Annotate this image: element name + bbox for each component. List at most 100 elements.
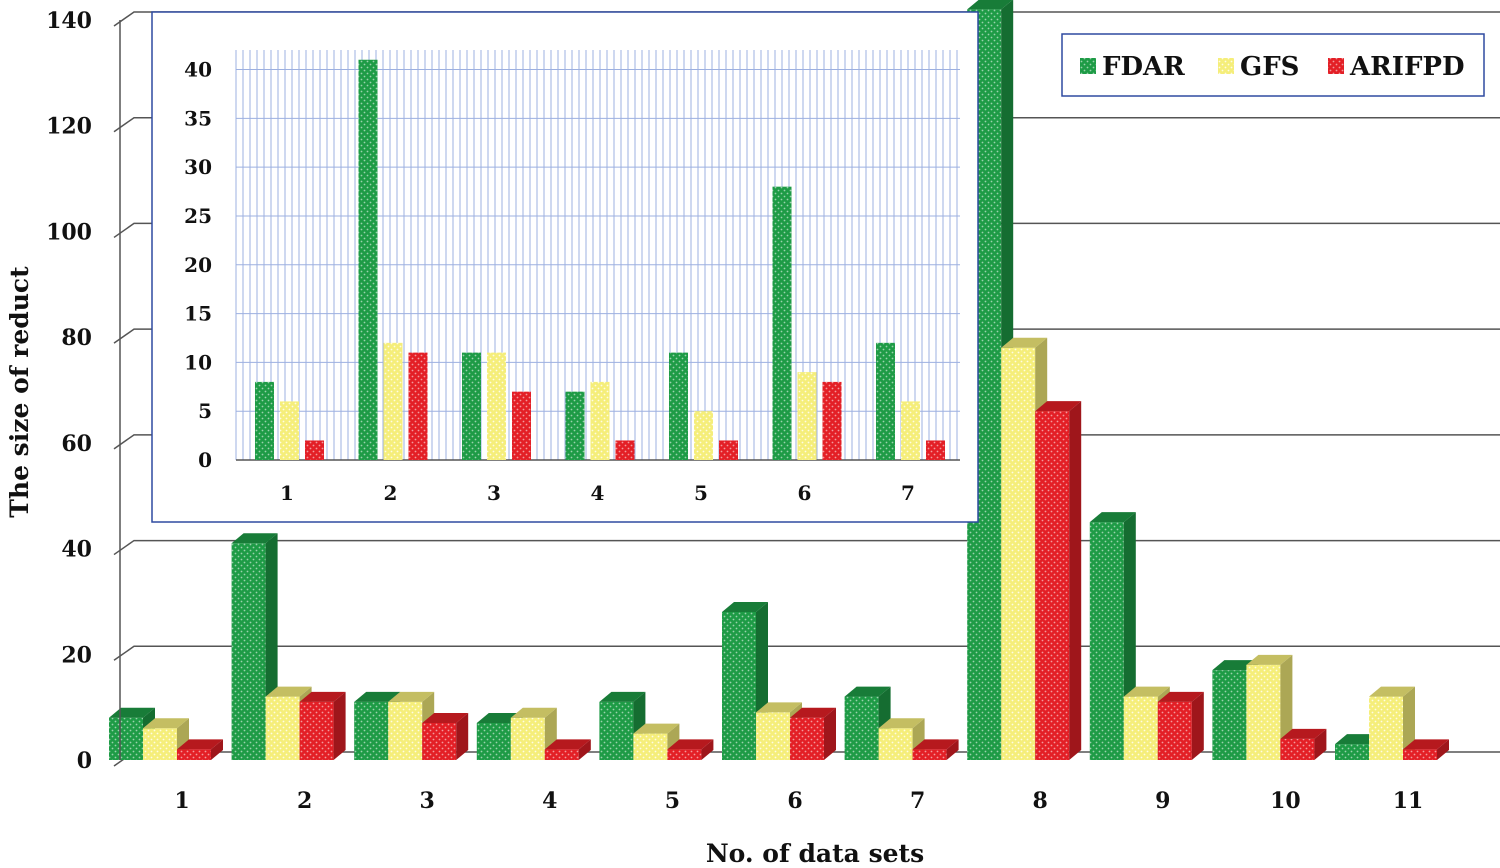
inset-bar-texture <box>305 440 324 460</box>
bar-texture <box>756 712 790 760</box>
legend-swatch-texture <box>1328 58 1344 74</box>
bar-fdar <box>599 691 646 760</box>
bar-texture <box>1001 347 1036 760</box>
bar-texture <box>422 723 457 760</box>
bar-texture <box>1212 670 1247 760</box>
inset-x-tick-label: 1 <box>280 481 294 505</box>
bar-top <box>231 533 278 544</box>
bar-arifpd <box>544 739 591 760</box>
x-tick-label: 4 <box>542 788 557 814</box>
bar-gfs <box>1246 654 1293 760</box>
inset-bar-texture <box>512 391 531 460</box>
bar-top <box>878 718 925 729</box>
bar-texture <box>143 728 177 760</box>
inset-bar-texture <box>280 401 299 460</box>
bar-top <box>1157 691 1204 702</box>
bar-texture <box>1246 664 1281 760</box>
bar-top <box>1123 686 1170 697</box>
y-tick-label: 100 <box>46 219 92 245</box>
y-tick-label: 60 <box>61 431 92 457</box>
bar-top <box>790 707 836 718</box>
bar-texture <box>265 696 300 760</box>
inset-bar-texture <box>772 186 792 460</box>
bar-top <box>510 707 557 718</box>
bar-texture <box>354 701 389 760</box>
y-axis-title: The size of reduct <box>5 266 34 518</box>
bar-texture <box>1403 749 1437 760</box>
bar-top <box>722 602 768 612</box>
bar-top <box>967 0 1013 10</box>
inset-bar-texture <box>408 352 428 460</box>
bar-top <box>756 702 802 713</box>
bar-top <box>544 739 591 750</box>
inset-bar-texture <box>669 352 688 460</box>
bar-top <box>354 691 401 702</box>
bar-texture <box>1335 744 1369 760</box>
bar-fdar <box>722 602 768 760</box>
bar-arifpd <box>1280 728 1327 760</box>
inset-bar-texture <box>797 372 817 460</box>
x-tick-label: 5 <box>665 788 680 814</box>
x-tick-label: 3 <box>420 788 435 814</box>
bar-top <box>1369 686 1415 697</box>
inset-y-tick-label: 10 <box>184 350 212 374</box>
inset-chart: 0 5 10 15 20 25 30 35 40 1 2 3 4 5 6 7 <box>151 11 979 523</box>
bar-texture <box>1280 738 1315 760</box>
bar-top <box>633 723 680 734</box>
legend-label-fdar: FDAR <box>1102 52 1185 82</box>
bar-side <box>701 739 714 760</box>
bar-side <box>1437 739 1449 760</box>
inset-x-tick-label: 4 <box>591 481 605 505</box>
bar-top <box>667 739 714 750</box>
inset-bar-texture <box>926 440 945 460</box>
bar-texture <box>299 701 334 760</box>
bar-fdar <box>231 533 278 760</box>
bar-texture <box>667 749 702 760</box>
legend-label-arifpd: ARIFPD <box>1349 52 1465 82</box>
bar-top <box>143 718 189 729</box>
bar-top <box>1001 337 1048 348</box>
inset-y-tick-label: 40 <box>184 58 212 82</box>
y-tick-label: 80 <box>61 325 92 351</box>
bar-gfs <box>633 723 680 760</box>
bar-side <box>1403 686 1415 760</box>
bar-arifpd <box>422 713 469 760</box>
x-axis-title: No. of data sets <box>706 839 924 868</box>
bar-top <box>388 691 435 702</box>
x-tick-label: 10 <box>1270 788 1301 814</box>
bar-arifpd <box>299 691 346 760</box>
bar-texture <box>912 749 947 760</box>
bar-gfs <box>878 718 925 760</box>
bar-side <box>824 707 836 760</box>
bar-arifpd <box>667 739 714 760</box>
x-tick-label: 8 <box>1033 788 1048 814</box>
bar-top <box>1403 739 1449 750</box>
inset-bar-texture <box>565 391 585 460</box>
inset-y-tick-label: 5 <box>198 399 212 423</box>
inset-bar-texture <box>383 342 403 460</box>
main-bars <box>109 0 1449 760</box>
x-tick-label: 7 <box>910 788 925 814</box>
bar-side <box>946 739 959 760</box>
bar-top <box>1089 512 1136 523</box>
bar-texture <box>1089 522 1124 760</box>
main-gridline <box>113 539 1500 556</box>
bar-side <box>578 739 591 760</box>
x-tick-label: 11 <box>1393 788 1424 814</box>
bar-side <box>333 691 346 760</box>
inset-x-tick-label: 7 <box>901 481 915 505</box>
inset-bar-texture <box>462 352 481 460</box>
inset-bar-texture <box>822 381 842 460</box>
bar-texture <box>599 701 634 760</box>
bar-top <box>1035 401 1082 412</box>
bar-texture <box>476 723 511 760</box>
inset-bar-texture <box>876 342 895 460</box>
inset-bar-texture <box>358 59 378 461</box>
legend-swatch-texture <box>1080 58 1096 74</box>
bar-texture <box>844 696 879 760</box>
inset-x-tick-label: 6 <box>798 481 812 505</box>
y-tick-label: 20 <box>61 642 92 668</box>
bar-side <box>456 713 469 760</box>
bar-fdar <box>109 707 155 760</box>
